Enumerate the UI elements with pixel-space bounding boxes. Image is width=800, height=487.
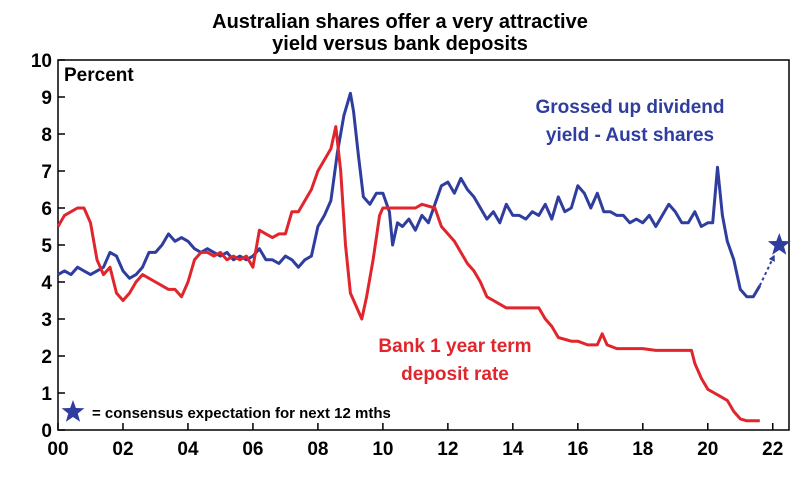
legend-text: = consensus expectation for next 12 mths	[92, 405, 391, 422]
y-tick-label: 9	[41, 88, 52, 109]
x-axis: 00 02 04 06 08 10 12 14 16 18 20 22	[47, 423, 783, 460]
deposit-series-label-line-1: Bank 1 year term	[378, 336, 531, 357]
y-tick-label: 10	[31, 51, 52, 72]
y-tick-label: 4	[41, 273, 52, 294]
x-tick-label: 14	[502, 439, 524, 460]
x-tick-label: 18	[632, 439, 653, 460]
legend-star-icon	[61, 400, 85, 422]
y-tick-label: 0	[41, 421, 52, 442]
forecast-star-icon	[767, 233, 791, 255]
x-tick-label: 02	[112, 439, 133, 460]
dividend-series-label-line-1: Grossed up dividend	[536, 97, 725, 118]
y-axis-label: Percent	[64, 65, 134, 86]
x-tick-label: 22	[762, 439, 783, 460]
x-tick-label: 06	[242, 439, 263, 460]
x-tick-label: 20	[697, 439, 718, 460]
x-tick-label: 04	[177, 439, 199, 460]
dividend-series-label: Grossed up dividend yield - Aust shares	[536, 97, 725, 146]
x-tick-label: 16	[567, 439, 588, 460]
y-tick-label: 1	[41, 384, 52, 405]
deposit-series-label: Bank 1 year term deposit rate	[378, 336, 531, 385]
deposit-series-label-line-2: deposit rate	[401, 364, 509, 385]
dividend-yield-line	[57, 91, 762, 299]
y-tick-label: 3	[41, 310, 52, 331]
y-tick-label: 2	[41, 347, 52, 368]
y-tick-label: 8	[41, 125, 52, 146]
legend: = consensus expectation for next 12 mths	[61, 400, 391, 422]
x-tick-label: 10	[372, 439, 393, 460]
chart-title-line-2: yield versus bank deposits	[272, 33, 528, 55]
forecast-arrowhead	[768, 254, 775, 262]
x-tick-label: 00	[47, 439, 68, 460]
y-tick-label: 6	[41, 199, 52, 220]
x-tick-label: 12	[437, 439, 458, 460]
y-tick-label: 5	[41, 236, 52, 257]
y-axis: 0 1 2 3 4 5 6 7 8 9 10	[31, 51, 65, 442]
dividend-series-label-line-2: yield - Aust shares	[546, 125, 714, 146]
chart-title-line-1: Australian shares offer a very attractiv…	[212, 11, 588, 33]
x-tick-label: 08	[307, 439, 328, 460]
y-tick-label: 7	[41, 162, 52, 183]
series-layer	[56, 91, 791, 423]
deposit-rate-line	[56, 125, 760, 423]
